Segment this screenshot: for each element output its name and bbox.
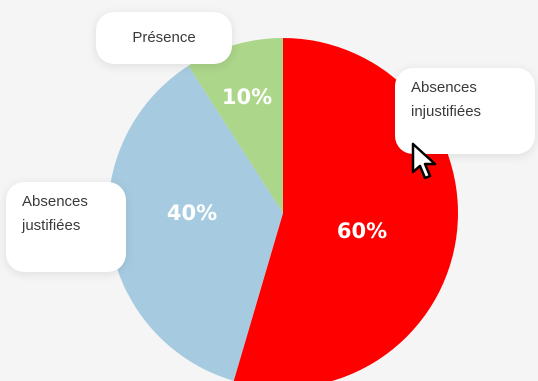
pie-slice-2 xyxy=(188,38,283,213)
slice-label-absences-injustifiees: 60% xyxy=(336,219,388,243)
slice-label-absences-justifiees: 40% xyxy=(166,201,218,225)
callout-presence-text: Présence xyxy=(132,29,196,46)
callout-absences-justifiees: Absences justifiées xyxy=(6,182,126,272)
mouse-cursor-icon xyxy=(411,142,437,180)
callout-injustifiees-line2: injustifiées xyxy=(411,103,482,120)
callout-presence: Présence xyxy=(96,12,232,64)
callout-justifiees-line1: Absences xyxy=(22,193,88,210)
pie-slice-1 xyxy=(107,65,283,381)
callout-justifiees-line2: justifiées xyxy=(22,217,81,234)
slice-label-presence: 10% xyxy=(221,85,273,109)
callout-absences-injustifiees: Absences injustifiées xyxy=(395,68,535,154)
callout-injustifiees-line1: Absences xyxy=(411,79,477,96)
